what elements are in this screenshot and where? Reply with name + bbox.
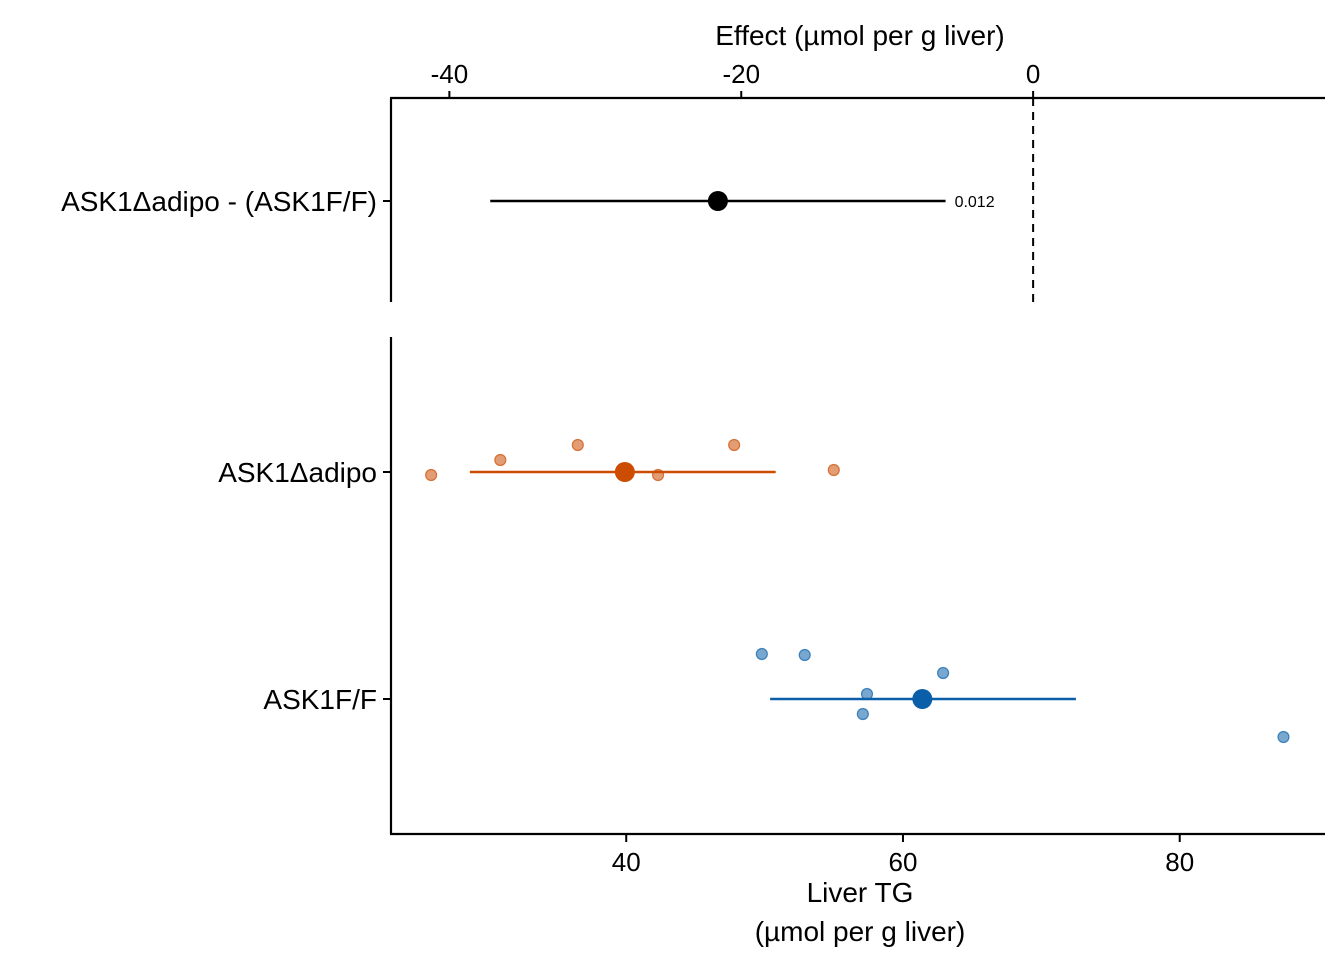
response-marks	[425, 438, 1290, 744]
observation-point-ask1-adipo	[494, 453, 507, 467]
effect-estimate-point	[707, 191, 728, 211]
observation-point-ask1-adipo	[728, 438, 741, 452]
category-label-ask1-adipo: ASK1Δadipo	[218, 457, 377, 488]
observation-point-ask1-adipo	[571, 438, 584, 452]
response-x-tick-label: 40	[612, 847, 641, 877]
observation-point-ask1-adipo	[827, 463, 840, 477]
observation-point-ask1-ff	[1277, 730, 1290, 744]
effect-x-tick-label: -20	[722, 59, 760, 89]
observation-point-ask1-adipo	[425, 468, 438, 482]
effect-axis-title: Effect (µmol per g liver)	[715, 20, 1004, 51]
response-panel: 40 60 80 ASK1Δadipo ASK1F/F Liver TG (µmol…	[218, 337, 1325, 947]
observation-point-ask1-ff	[755, 647, 768, 661]
mean-point-ask1-ff	[912, 689, 933, 709]
effect-p-value-label: 0.012	[955, 194, 995, 211]
effect-x-ticks: -40 -20 0	[431, 59, 1040, 98]
response-axis-title-line2: (µmol per g liver)	[755, 916, 966, 947]
effect-x-tick-label: -40	[431, 59, 469, 89]
mean-point-ask1-adipo	[614, 462, 635, 482]
response-axis-title-line1: Liver TG	[807, 877, 914, 908]
observation-point-ask1-ff	[856, 707, 869, 721]
effect-panel: Effect (µmol per g liver) -40 -20 0 ASK1Δa…	[61, 20, 1325, 302]
effect-x-tick-label: 0	[1026, 59, 1040, 89]
response-x-ticks: 40 60 80	[612, 834, 1194, 877]
observation-point-ask1-ff	[798, 648, 811, 662]
observation-point-ask1-ff	[936, 666, 950, 680]
effect-category-label: ASK1Δadipo - (ASK1F/F)	[61, 186, 377, 217]
category-label-ask1-ff: ASK1F/F	[263, 684, 377, 715]
response-x-tick-label: 80	[1165, 847, 1194, 877]
response-x-tick-label: 60	[889, 847, 918, 877]
